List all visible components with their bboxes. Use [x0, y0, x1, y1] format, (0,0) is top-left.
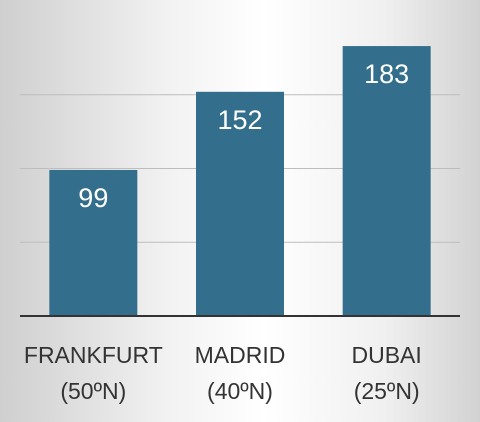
- bar: [196, 91, 284, 316]
- x-tick-label: FRANKFURT (50ºN): [23, 342, 163, 404]
- value-label: 99: [78, 183, 108, 213]
- x-tick-label: MADRID (40ºN): [194, 342, 286, 404]
- value-label: 183: [364, 59, 409, 89]
- value-label: 152: [217, 105, 262, 135]
- x-tick-label: DUBAI (25ºN): [351, 342, 422, 404]
- bar: [49, 169, 138, 316]
- bar: [342, 46, 431, 316]
